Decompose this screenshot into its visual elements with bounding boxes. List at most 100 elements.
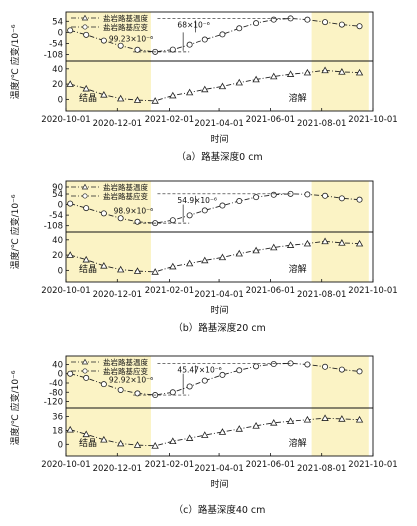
strain-tick-label: -54 [49,39,63,49]
x-tick-label: 2020-10-01 [41,286,90,296]
temperature-point [321,66,329,74]
strain-point [67,370,74,377]
annotation-max-label: 54.9×10⁻⁶ [177,196,217,205]
strain-point [219,371,226,378]
strain-point [356,196,363,203]
series-line-temperature [70,69,360,102]
temp-tick-label: 0 [58,266,63,276]
x-tick-label: 2021-10-01 [348,460,397,470]
annotation-min-label: 92.92×10⁻⁶ [109,376,153,385]
temp-tick-label: 36 [52,413,63,423]
strain-point [253,194,260,201]
strain-point [304,16,311,23]
temperature-point [338,415,346,422]
temperature-point [185,88,194,96]
temperature-point [185,434,194,441]
annotation-min-label: 99.23×10⁻⁶ [109,34,153,43]
strain-point [83,205,90,212]
shaded-period-1 [66,181,151,282]
strain-point [117,42,124,49]
x-tick-label: 2021-06-01 [246,115,295,125]
strain-tick-label: 0 [58,28,63,38]
strain-point [169,46,176,53]
panel-caption: （b）路基深度20 cm [173,322,266,334]
temperature-point [185,259,194,267]
season-label-crystal: 结晶 [79,263,97,275]
strain-point [236,25,243,32]
legend-marker-circle [82,193,88,199]
strain-point [201,377,208,384]
annotation-max-label: 68×10⁻⁶ [177,20,209,29]
plot-frame [65,355,374,457]
strain-tick-label: 0 [58,370,63,380]
strain-tick-label: -54 [49,211,63,221]
strain-point [67,27,74,34]
temperature-point [201,256,209,264]
temperature-point [66,425,74,433]
strain-tick-label: 54 [52,17,63,27]
shaded-period-1 [66,356,151,456]
x-tick-label: 2021-10-01 [348,286,397,296]
strain-point [236,198,243,205]
x-tick-label: 2020-12-01 [93,290,142,300]
strain-point [186,41,193,48]
temperature-point [270,418,278,426]
temperature-point [133,96,142,103]
temperature-point [286,70,295,77]
strain-point [304,191,311,198]
strain-point [236,367,243,374]
strain-point [338,366,345,373]
temperature-point [100,261,108,269]
strain-point [169,217,176,224]
legend-label: 盐岩路基应变 [103,366,148,376]
strain-tick-label: -80 [49,388,63,398]
legend-label: 盐岩路基温度 [103,357,148,367]
x-tick-label: 2021-08-01 [297,290,346,300]
strain-point [338,195,345,202]
temp-tick-label: 40 [52,65,63,75]
y-axis-label: 温度/℃ 应变/10⁻⁶ [9,24,21,99]
strain-point [356,368,363,375]
legend-label: 盐岩路基温度 [103,13,148,23]
temperature-point [133,267,142,274]
season-label-dissolve: 溶解 [289,437,307,449]
x-tick-label: 2021-08-01 [297,464,346,474]
strain-point [169,389,176,396]
strain-point [338,21,345,28]
temperature-point [270,243,278,251]
legend-marker-circle [82,24,88,30]
strain-point [356,23,363,30]
temperature-point [355,68,364,76]
temperature-point [66,251,74,258]
temp-tick-label: 0 [58,440,63,450]
legend-marker-triangle [81,14,89,21]
strain-point [134,46,141,53]
panel-caption: （a）路基深度0 cm [176,151,262,163]
strain-point [201,207,208,214]
temperature-point [355,415,364,423]
season-label-crystal: 结晶 [79,437,97,449]
temperature-point [201,85,209,93]
temperature-point [151,268,159,275]
strain-point [186,383,193,390]
x-tick-label: 2021-04-01 [194,464,243,474]
strain-point [100,210,107,217]
x-axis-label: 时间 [210,478,228,490]
x-tick-label: 2021-08-01 [297,119,346,129]
x-tick-label: 2020-10-01 [41,115,90,125]
legend-marker-circle [82,368,88,374]
temperature-point [321,237,329,245]
temperature-point [218,82,227,90]
temperature-point [201,431,209,438]
strain-point [83,374,90,381]
plot-frame [65,11,374,112]
temperature-point [82,84,90,92]
x-tick-label: 2021-10-01 [348,115,397,125]
temperature-point [218,428,227,435]
temperature-point [116,94,125,102]
strain-point [270,191,277,198]
strain-point [100,381,107,388]
